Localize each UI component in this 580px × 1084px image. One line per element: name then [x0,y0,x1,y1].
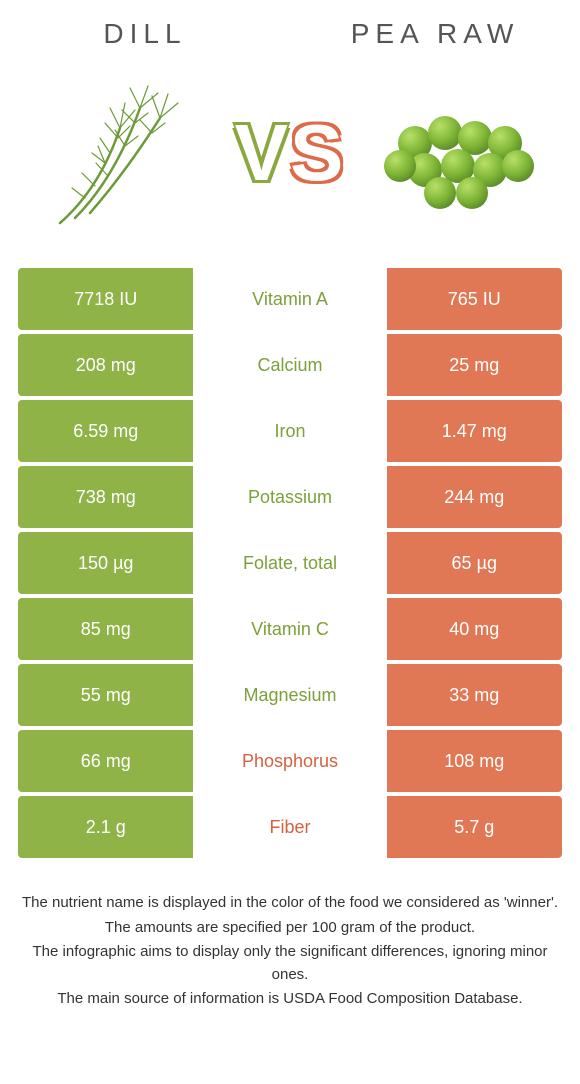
left-value: 7718 IU [18,268,193,330]
left-value: 55 mg [18,664,193,726]
nutrient-name: Vitamin C [193,598,386,660]
left-value: 2.1 g [18,796,193,858]
right-value: 5.7 g [387,796,562,858]
footer-notes: The nutrient name is displayed in the co… [0,862,580,1011]
table-row: 2.1 gFiber5.7 g [18,796,562,858]
images-row: VS [0,58,580,268]
table-row: 7718 IUVitamin A765 IU [18,268,562,330]
right-value: 108 mg [387,730,562,792]
nutrient-name: Magnesium [193,664,386,726]
nutrient-name: Fiber [193,796,386,858]
left-value: 208 mg [18,334,193,396]
footer-line4: The main source of information is USDA F… [20,988,560,1011]
footer-line1: The nutrient name is displayed in the co… [20,892,560,915]
table-row: 55 mgMagnesium33 mg [18,664,562,726]
pea-image [370,68,550,238]
header-row: Dill Pea raw [0,0,580,58]
vs-v: V [235,107,290,199]
table-row: 85 mgVitamin C40 mg [18,598,562,660]
vs-s: S [290,107,345,199]
right-food-title: Pea raw [290,18,580,50]
nutrient-name: Calcium [193,334,386,396]
table-row: 66 mgPhosphorus108 mg [18,730,562,792]
right-value: 244 mg [387,466,562,528]
left-food-title: Dill [0,18,290,50]
right-value: 40 mg [387,598,562,660]
nutrient-name: Phosphorus [193,730,386,792]
nutrient-name: Iron [193,400,386,462]
nutrient-table: 7718 IUVitamin A765 IU208 mgCalcium25 mg… [0,268,580,858]
left-value: 150 µg [18,532,193,594]
right-value: 25 mg [387,334,562,396]
table-row: 208 mgCalcium25 mg [18,334,562,396]
right-value: 1.47 mg [387,400,562,462]
nutrient-name: Folate, total [193,532,386,594]
left-value: 6.59 mg [18,400,193,462]
right-value: 765 IU [387,268,562,330]
table-row: 150 µgFolate, total65 µg [18,532,562,594]
right-value: 33 mg [387,664,562,726]
nutrient-name: Potassium [193,466,386,528]
footer-line2: The amounts are specified per 100 gram o… [20,917,560,940]
left-value: 85 mg [18,598,193,660]
right-value: 65 µg [387,532,562,594]
left-value: 66 mg [18,730,193,792]
table-row: 6.59 mgIron1.47 mg [18,400,562,462]
nutrient-name: Vitamin A [193,268,386,330]
vs-label: VS [235,107,346,199]
table-row: 738 mgPotassium244 mg [18,466,562,528]
footer-line3: The infographic aims to display only the… [20,941,560,986]
left-value: 738 mg [18,466,193,528]
dill-image [30,68,210,238]
